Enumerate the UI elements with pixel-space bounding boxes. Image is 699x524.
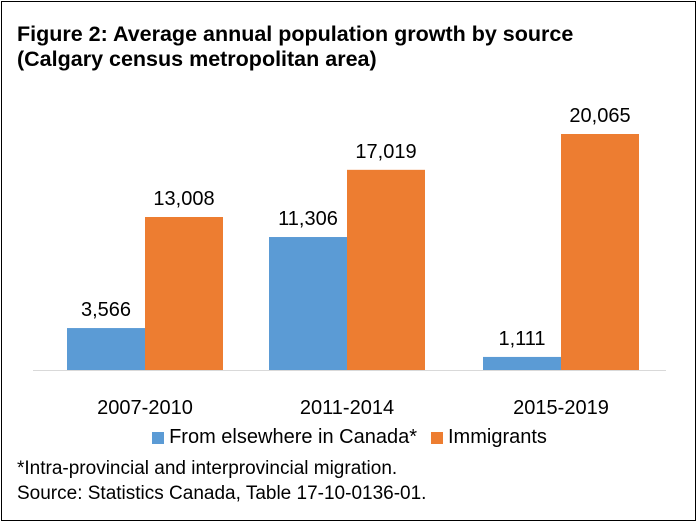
chart-title: Figure 2: Average annual population grow… [17, 22, 573, 72]
legend-swatch-series-1 [152, 431, 165, 444]
legend-label-series-2: Immigrants [448, 426, 547, 448]
x-tick-label-3: 2015-2019 [513, 397, 609, 419]
data-label-immigrants-2: 17,019 [355, 141, 416, 163]
legend-item-series-2: Immigrants [431, 426, 547, 449]
data-label-immigrants-3: 20,065 [569, 105, 630, 127]
data-label-from-elsewhere-1: 3,566 [81, 299, 131, 321]
x-tick-label-2: 2011-2014 [300, 397, 394, 419]
legend-item-series-1: From elsewhere in Canada* [152, 426, 417, 449]
data-label-immigrants-1: 13,008 [153, 188, 214, 210]
chart-title-line-2: (Calgary census metropolitan area) [17, 47, 377, 71]
bar-immigrants-3 [561, 134, 639, 370]
data-label-from-elsewhere-3: 1,111 [498, 328, 545, 350]
legend-swatch-series-2 [431, 431, 443, 444]
legend-label-series-1: From elsewhere in Canada* [169, 426, 417, 448]
bar-from-elsewhere-1 [67, 328, 145, 370]
bar-immigrants-1 [145, 217, 223, 370]
chart-title-line-1: Figure 2: Average annual population grow… [17, 22, 574, 46]
x-tick-label-1: 2007-2010 [97, 397, 193, 419]
bar-immigrants-2 [347, 169, 425, 370]
chart-notes: *Intra-provincial and interprovincial mi… [17, 456, 426, 506]
source-note: Source: Statistics Canada, Table 17-10-0… [17, 483, 427, 504]
data-label-from-elsewhere-2: 11,306 [278, 208, 338, 230]
chart-legend: From elsewhere in Canada* Immigrants [0, 426, 699, 449]
bar-from-elsewhere-3 [483, 356, 561, 370]
footnote: *Intra-provincial and interprovincial mi… [17, 458, 398, 479]
bar-from-elsewhere-2 [269, 237, 347, 370]
